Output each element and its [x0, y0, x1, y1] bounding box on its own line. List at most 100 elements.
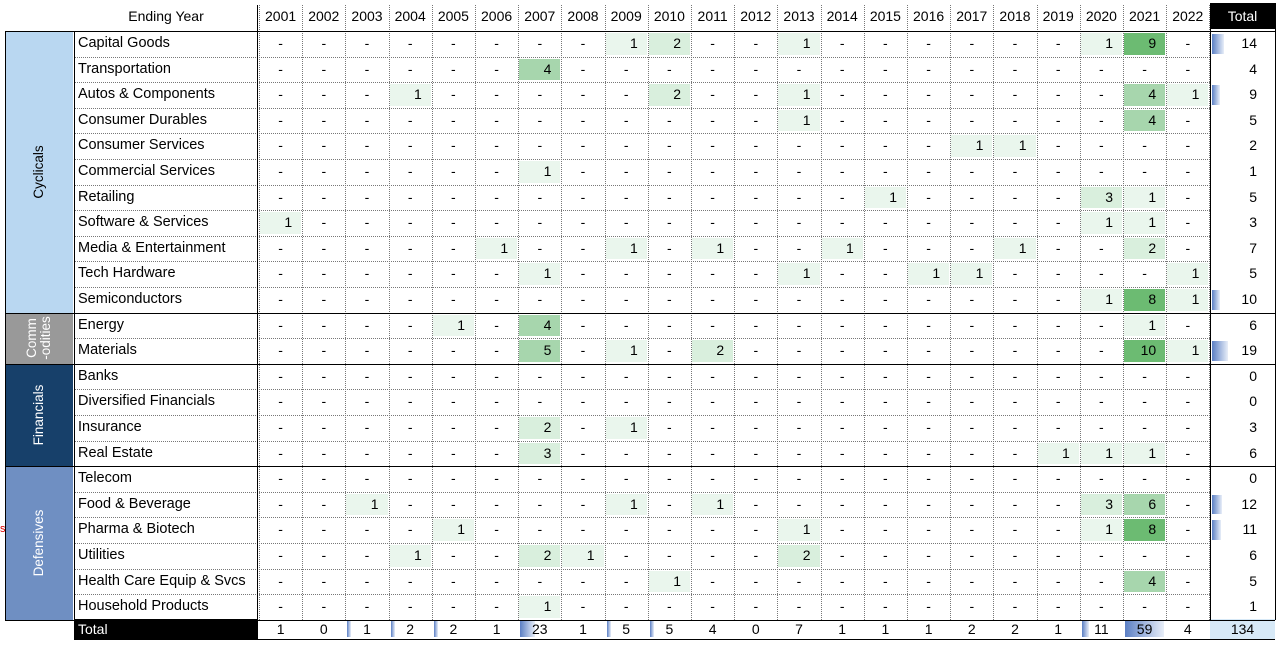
heatmap-cell: -: [907, 287, 950, 313]
heatmap-cell: -: [734, 159, 777, 185]
heatmap-cell: -: [993, 57, 1036, 83]
heatmap-cell: -: [432, 338, 475, 364]
cell-dash: -: [451, 239, 456, 256]
heatmap-cell: -: [432, 594, 475, 620]
heatmap-cell: -: [475, 210, 518, 236]
totals-row-value: 7: [795, 621, 803, 637]
year-header: 2013: [783, 8, 815, 24]
cell-value: 1: [629, 419, 638, 435]
row-separator: [74, 261, 1210, 263]
cell-dash: -: [710, 137, 715, 154]
heatmap-cell: 1: [907, 261, 950, 287]
heatmap-cell: -: [302, 159, 345, 185]
heatmap-cell: -: [691, 133, 734, 159]
heatmap-cell: 5: [518, 338, 561, 364]
cell-dash: -: [321, 265, 327, 282]
cell-value: 2: [802, 547, 811, 563]
cell-dash: -: [407, 163, 413, 179]
cell-dash: -: [1185, 572, 1191, 589]
totals-row-bar: [1081, 621, 1089, 637]
cell-dash: -: [1185, 521, 1191, 538]
heatmap-cell: -: [993, 210, 1036, 236]
cell-dash: -: [278, 188, 283, 205]
cell-dash: -: [796, 367, 802, 384]
heatmap-cell: -: [475, 338, 518, 364]
year-header: 2019: [1042, 8, 1074, 24]
heatmap-cell: 6: [1123, 492, 1166, 518]
row-label: Household Products: [78, 598, 209, 615]
heatmap-cell: -: [389, 364, 432, 390]
totals-row-cell: 0: [734, 619, 777, 639]
column-separator: [1036, 5, 1038, 620]
heatmap-cell: 1: [777, 261, 820, 287]
cell-dash: -: [969, 572, 975, 589]
heatmap-cell: -: [1037, 108, 1080, 134]
heatmap-cell: 9: [1123, 31, 1166, 57]
cell-dash: -: [278, 572, 283, 589]
cell-dash: -: [451, 86, 456, 103]
cell-dash: -: [1185, 393, 1191, 410]
cell-dash: -: [1055, 265, 1061, 282]
heatmap-cell: -: [777, 313, 820, 339]
totals-row-cell: 1: [907, 619, 950, 639]
totals-row-cell: 4: [691, 619, 734, 639]
totals-row-value: 1: [881, 621, 890, 637]
cell-dash: -: [796, 60, 802, 77]
heatmap-cell: 1: [432, 313, 475, 339]
cell-dash: -: [407, 35, 413, 51]
cell-dash: -: [451, 547, 456, 563]
heatmap-cell: -: [1037, 185, 1080, 211]
cell-value: 1: [1191, 291, 1200, 307]
totals-row-cell: 1: [561, 619, 604, 639]
cell-fill: [389, 545, 431, 567]
cell-fill: [562, 545, 604, 567]
heatmap-cell: -: [1123, 57, 1166, 83]
heatmap-cell: -: [605, 441, 648, 467]
cell-dash: -: [883, 598, 888, 615]
cell-dash: -: [1142, 367, 1147, 384]
cell-dash: -: [1012, 598, 1018, 615]
cell-fill: [519, 417, 561, 439]
cell-dash: -: [537, 572, 543, 589]
cell-dash: -: [278, 495, 283, 512]
totals-row-value: 1: [363, 621, 371, 637]
cell-dash: -: [494, 111, 499, 128]
row-total-bar: [1212, 290, 1220, 310]
cell-fill: [1080, 186, 1122, 209]
row-total: 6: [1210, 313, 1275, 339]
cell-dash: -: [839, 137, 845, 154]
heatmap-cell: -: [389, 57, 432, 83]
cell-dash: -: [753, 111, 759, 128]
row-total-value: 6: [1249, 444, 1257, 461]
row-label: Commercial Services: [78, 163, 215, 179]
totals-row-cell: 2: [950, 619, 993, 639]
group-label: Cyclicals: [31, 145, 46, 199]
totals-row-cell: 1: [259, 619, 302, 639]
heatmap-cell: -: [259, 466, 302, 492]
left-border: [5, 31, 6, 620]
heatmap-cell: -: [475, 466, 518, 492]
cell-dash: -: [796, 214, 802, 231]
heatmap-cell: -: [821, 441, 864, 467]
cell-dash: -: [1185, 35, 1191, 51]
cell-value: 1: [1148, 188, 1157, 205]
row-separator: [74, 338, 1210, 340]
cell-fill: [1124, 109, 1166, 132]
cell-fill: [778, 519, 820, 541]
cell-dash: -: [753, 291, 759, 307]
cell-dash: -: [753, 316, 759, 333]
cell-dash: -: [926, 393, 931, 410]
heatmap-cell: 4: [518, 57, 561, 83]
row-label: Banks: [78, 367, 119, 384]
heatmap-cell: -: [907, 466, 950, 492]
cell-fill: [1124, 84, 1166, 106]
heatmap-cell: -: [432, 261, 475, 287]
heatmap-cell: -: [734, 31, 777, 57]
totals-row-cell: 2: [432, 619, 475, 639]
heatmap-cell: -: [691, 210, 734, 236]
cell-dash: -: [883, 60, 888, 77]
heatmap-cell: -: [475, 31, 518, 57]
cell-fill: [778, 109, 820, 132]
heatmap-cell: -: [950, 594, 993, 620]
cell-dash: -: [926, 188, 931, 205]
